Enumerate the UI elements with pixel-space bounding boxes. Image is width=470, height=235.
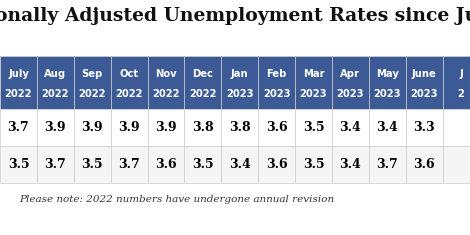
- Text: 2023: 2023: [226, 89, 253, 99]
- FancyBboxPatch shape: [221, 109, 258, 146]
- FancyBboxPatch shape: [221, 146, 258, 183]
- FancyBboxPatch shape: [332, 109, 369, 146]
- FancyBboxPatch shape: [74, 109, 110, 146]
- Text: 2023: 2023: [337, 89, 364, 99]
- Text: 3.7: 3.7: [376, 158, 398, 171]
- Text: 2022: 2022: [189, 89, 217, 99]
- FancyBboxPatch shape: [258, 146, 295, 183]
- Text: 3.8: 3.8: [229, 121, 251, 134]
- FancyBboxPatch shape: [110, 146, 148, 183]
- Text: Aug: Aug: [44, 69, 66, 79]
- Text: 2022: 2022: [41, 89, 69, 99]
- Text: 3.5: 3.5: [303, 121, 324, 134]
- FancyBboxPatch shape: [110, 56, 148, 109]
- Text: May: May: [376, 69, 399, 79]
- FancyBboxPatch shape: [184, 109, 221, 146]
- Text: 3.8: 3.8: [192, 121, 214, 134]
- Text: 3.6: 3.6: [413, 158, 435, 171]
- Text: 3.4: 3.4: [339, 158, 361, 171]
- FancyBboxPatch shape: [37, 109, 74, 146]
- FancyBboxPatch shape: [0, 146, 37, 183]
- Text: Oct: Oct: [119, 69, 139, 79]
- FancyBboxPatch shape: [148, 109, 184, 146]
- Text: 2022: 2022: [78, 89, 106, 99]
- Text: 2023: 2023: [374, 89, 401, 99]
- Text: 3.4: 3.4: [229, 158, 251, 171]
- FancyBboxPatch shape: [295, 146, 332, 183]
- FancyBboxPatch shape: [369, 109, 406, 146]
- Text: 3.9: 3.9: [155, 121, 177, 134]
- Text: 3.9: 3.9: [45, 121, 66, 134]
- FancyBboxPatch shape: [0, 109, 37, 146]
- Text: 3.9: 3.9: [81, 121, 103, 134]
- FancyBboxPatch shape: [74, 56, 110, 109]
- FancyBboxPatch shape: [369, 146, 406, 183]
- FancyBboxPatch shape: [443, 109, 470, 146]
- Text: 3.5: 3.5: [303, 158, 324, 171]
- Text: onally Adjusted Unemployment Rates since July 2: onally Adjusted Unemployment Rates since…: [0, 7, 470, 25]
- Text: 2022: 2022: [5, 89, 32, 99]
- Text: J: J: [459, 69, 463, 79]
- Text: 3.5: 3.5: [192, 158, 214, 171]
- FancyBboxPatch shape: [295, 109, 332, 146]
- Text: 2023: 2023: [300, 89, 327, 99]
- FancyBboxPatch shape: [406, 56, 443, 109]
- Text: June: June: [412, 69, 437, 79]
- FancyBboxPatch shape: [295, 56, 332, 109]
- Text: Mar: Mar: [303, 69, 324, 79]
- FancyBboxPatch shape: [443, 146, 470, 183]
- FancyBboxPatch shape: [74, 146, 110, 183]
- Text: Apr: Apr: [340, 69, 360, 79]
- FancyBboxPatch shape: [332, 146, 369, 183]
- Text: 3.6: 3.6: [266, 158, 287, 171]
- Text: Dec: Dec: [192, 69, 213, 79]
- Text: 2022: 2022: [115, 89, 143, 99]
- Text: 3.9: 3.9: [118, 121, 140, 134]
- Text: 2: 2: [457, 89, 464, 99]
- FancyBboxPatch shape: [184, 146, 221, 183]
- Text: 3.7: 3.7: [8, 121, 29, 134]
- Text: 3.5: 3.5: [81, 158, 103, 171]
- FancyBboxPatch shape: [184, 56, 221, 109]
- Text: 3.7: 3.7: [45, 158, 66, 171]
- Text: 2022: 2022: [152, 89, 180, 99]
- FancyBboxPatch shape: [0, 56, 37, 109]
- FancyBboxPatch shape: [406, 146, 443, 183]
- Text: Jan: Jan: [231, 69, 249, 79]
- FancyBboxPatch shape: [148, 146, 184, 183]
- Text: 3.7: 3.7: [118, 158, 140, 171]
- Text: July: July: [8, 69, 29, 79]
- Text: 2023: 2023: [263, 89, 290, 99]
- FancyBboxPatch shape: [221, 56, 258, 109]
- Text: 3.5: 3.5: [8, 158, 29, 171]
- Text: 3.6: 3.6: [266, 121, 287, 134]
- FancyBboxPatch shape: [258, 109, 295, 146]
- Text: 3.3: 3.3: [413, 121, 435, 134]
- Text: 2023: 2023: [410, 89, 438, 99]
- Text: Sep: Sep: [82, 69, 103, 79]
- FancyBboxPatch shape: [37, 146, 74, 183]
- FancyBboxPatch shape: [443, 56, 470, 109]
- Text: 3.4: 3.4: [376, 121, 398, 134]
- Text: 3.4: 3.4: [339, 121, 361, 134]
- FancyBboxPatch shape: [37, 56, 74, 109]
- FancyBboxPatch shape: [110, 109, 148, 146]
- Text: Nov: Nov: [155, 69, 177, 79]
- Text: 3.6: 3.6: [155, 158, 177, 171]
- Text: Feb: Feb: [266, 69, 287, 79]
- Text: Please note: 2022 numbers have undergone annual revision: Please note: 2022 numbers have undergone…: [19, 195, 334, 204]
- FancyBboxPatch shape: [258, 56, 295, 109]
- FancyBboxPatch shape: [332, 56, 369, 109]
- FancyBboxPatch shape: [148, 56, 184, 109]
- FancyBboxPatch shape: [369, 56, 406, 109]
- FancyBboxPatch shape: [406, 109, 443, 146]
